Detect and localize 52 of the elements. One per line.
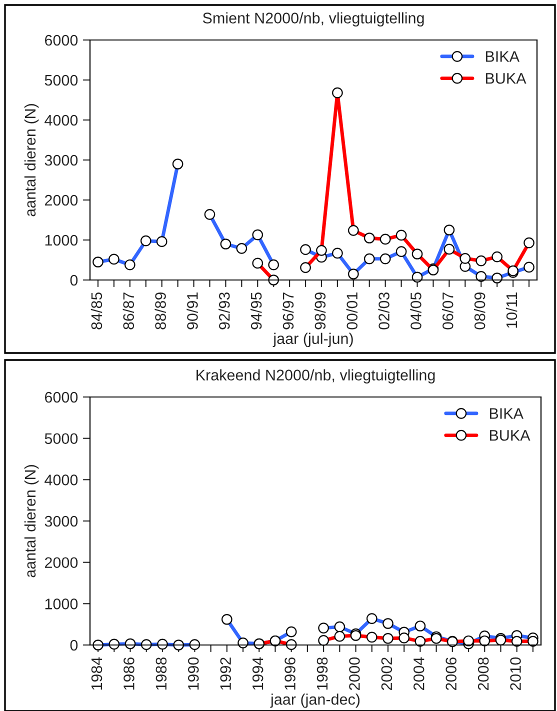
x-tick-label: 04/05 (410, 292, 422, 330)
x-tick-label: 02/03 (378, 292, 390, 330)
x-tick-label: 2008 (478, 657, 489, 690)
x-tick-label: 1984 (91, 657, 102, 690)
y-tick-label: 1000 (45, 598, 78, 610)
y-tick-label: 5000 (44, 433, 78, 444)
x-tick-label: 84/85 (90, 292, 102, 330)
y-tick-label: 5000 (44, 74, 78, 86)
x-tick-label: 1990 (188, 657, 199, 690)
x-tick-label: 1992 (220, 658, 232, 690)
legend-label: BIKA (486, 51, 520, 62)
x-tick-label: 1986 (124, 657, 134, 690)
x-tick-label: 06/07 (442, 292, 454, 330)
x-tick-label: 86/87 (122, 292, 134, 330)
x-tick-label: 10/11 (506, 292, 518, 328)
x-axis-title: jaar (jul-jun) (272, 332, 353, 348)
x-tick-label: 08/09 (474, 292, 486, 330)
y-tick-label: 3000 (44, 516, 78, 527)
legend-label: BUKA (490, 430, 530, 441)
chart-title: Krakeend N2000/nb, vliegtuigtelling (196, 369, 435, 384)
x-tick-label: 96/97 (282, 292, 294, 330)
x-tick-label: 1998 (316, 657, 328, 690)
y-tick-label: 3000 (44, 154, 78, 166)
x-tick-label: 00/01 (346, 292, 358, 330)
y-tick-label: 0 (70, 640, 78, 651)
y-tick-label: 2000 (44, 194, 78, 206)
x-tick-label: 2010 (510, 657, 521, 690)
x-tick-label: 98/99 (314, 292, 326, 330)
x-axis-title: jaar (jan-dec) (270, 694, 360, 708)
y-tick-label: 2000 (44, 557, 78, 568)
chart-title: Smient N2000/nb, vliegtuigtelling (202, 12, 424, 27)
x-tick-label: 90/91 (186, 292, 198, 330)
y-tick-label: 1000 (45, 234, 78, 246)
x-tick-label: 94/95 (250, 292, 262, 330)
x-tick-label: 2002 (381, 658, 392, 690)
y-axis-title: aantal dieren (N) (24, 465, 39, 578)
x-tick-label: 1988 (156, 657, 167, 690)
y-tick-label: 6000 (44, 34, 78, 46)
x-tick-label: 92/93 (218, 292, 230, 330)
y-axis-title: aantal dieren (N) (24, 104, 39, 216)
y-tick-label: 6000 (44, 392, 78, 403)
legend-label: BUKA (486, 73, 526, 84)
x-tick-label: 2006 (446, 657, 457, 690)
x-tick-label: 2000 (349, 657, 360, 690)
y-tick-label: 4000 (44, 474, 78, 486)
x-tick-label: 1994 (252, 657, 264, 690)
legend-label: BIKA (490, 408, 524, 419)
x-tick-label: 1996 (284, 657, 296, 690)
y-tick-label: 0 (70, 274, 78, 286)
x-tick-label: 2004 (413, 657, 424, 690)
x-tick-label: 88/89 (154, 292, 166, 330)
y-tick-label: 4000 (44, 114, 78, 126)
